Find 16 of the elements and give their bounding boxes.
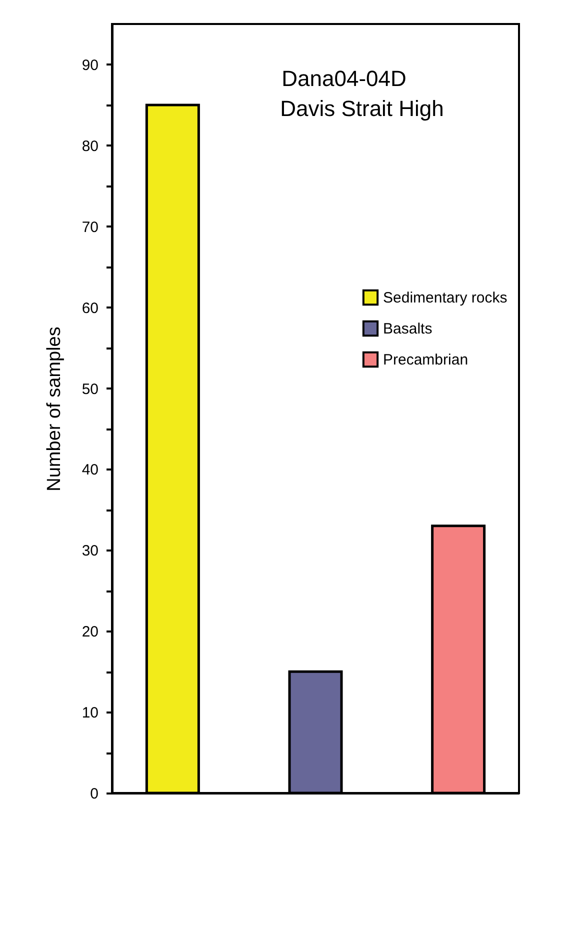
legend-label: Precambrian [383,352,468,368]
y-tick-label: 20 [82,624,98,641]
y-tick-label: 80 [82,138,98,155]
y-tick-label: 50 [82,380,98,398]
y-tick-label: 0 [90,786,98,802]
legend-label: Basalts [383,320,432,338]
y-axis-title: Number of samples [44,326,65,492]
y-tick-label: 40 [82,462,98,479]
y-tick-label: 10 [82,704,98,722]
y-tick-label: 60 [82,300,98,317]
y-tick-label: 30 [82,542,98,560]
legend-label: Sedimentary rocks [383,290,508,306]
y-tick-label: 90 [82,56,98,74]
y-tick-label: 70 [82,218,98,236]
text: Davis Strait High [280,96,444,121]
text: Dana04-04D [282,66,406,91]
